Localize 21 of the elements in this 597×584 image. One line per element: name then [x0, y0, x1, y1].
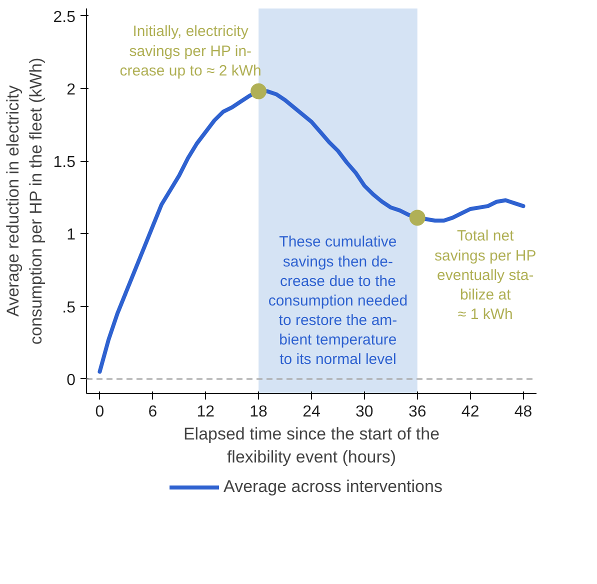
- legend-label: Average across interventions: [224, 477, 442, 497]
- annotation: Initially, electricity savings per HP in- crease up to ≈ 2 kWh: [120, 23, 262, 80]
- x-tick-label: 42: [461, 404, 480, 420]
- y-tick-label: 1.5: [53, 154, 76, 172]
- x-tick-label: 12: [196, 404, 215, 420]
- y-tick-label: 2: [66, 81, 76, 98]
- x-tick-label: 6: [148, 404, 158, 420]
- x-tick-label: 24: [302, 404, 320, 420]
- x-axis-title: Elapsed time since the start of the flexibility event (hours): [183, 424, 440, 466]
- x-tick-label: 30: [356, 404, 374, 420]
- y-tick-label: .5: [62, 299, 76, 316]
- x-tick-label: 48: [514, 404, 532, 420]
- x-tick-label: 18: [250, 404, 268, 420]
- x-tick-label: 36: [408, 404, 426, 420]
- y-axis-title: Average reduction in electricity consumption per HP in the fleet (kWh): [3, 58, 46, 345]
- band-label: These cumulative savings then de- crease due to the consumption needed to restore the am- bient temperature to its normal level: [268, 234, 408, 368]
- x-tick-label: 0: [95, 404, 104, 420]
- y-tick-label: 2.5: [53, 8, 76, 26]
- annotation: Total net savings per HP eventually sta- bilize at ≈ 1 kWh: [434, 228, 536, 323]
- y-tick-label: 1: [66, 226, 76, 244]
- y-tick-label: 0: [66, 372, 76, 389]
